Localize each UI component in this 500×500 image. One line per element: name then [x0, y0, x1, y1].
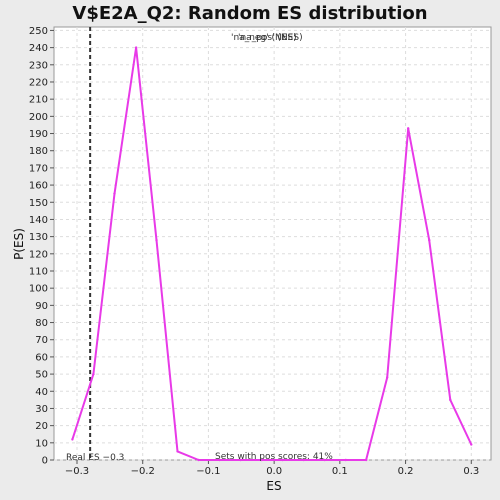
- y-tick-label: 10: [35, 438, 48, 449]
- data-point: [239, 458, 242, 462]
- y-tick-label: 150: [29, 198, 48, 209]
- data-point: [470, 443, 473, 446]
- data-point: [113, 192, 116, 195]
- y-tick-label: 240: [29, 43, 48, 54]
- y-tick-label: 140: [29, 215, 48, 226]
- data-point: [260, 458, 263, 462]
- data-point: [302, 458, 305, 462]
- y-tick-label: 120: [29, 249, 48, 260]
- y-tick-label: 250: [29, 26, 48, 37]
- x-tick-label: −0.2: [131, 466, 155, 477]
- data-point: [281, 458, 284, 462]
- y-tick-label: 160: [29, 181, 48, 192]
- plot-background: [53, 26, 492, 461]
- y-tick-label: 20: [35, 421, 48, 432]
- data-point: [449, 398, 452, 402]
- x-tick-label: −0.3: [65, 466, 89, 477]
- y-tick-label: 100: [29, 284, 48, 295]
- y-tick-label: 90: [35, 301, 48, 312]
- data-point: [323, 458, 326, 462]
- x-tick-label: −0.1: [196, 466, 220, 477]
- pos-scores-annotation: Sets with pos scores: 41%: [215, 452, 333, 462]
- series-group: [71, 46, 473, 462]
- data-point: [344, 458, 347, 462]
- y-tick-label: 180: [29, 146, 48, 157]
- series-line: [71, 46, 473, 461]
- y-tick-label: 220: [29, 77, 48, 88]
- data-point: [197, 458, 200, 462]
- data-point: [218, 458, 221, 462]
- data-point: [176, 450, 179, 453]
- data-point: [385, 376, 389, 379]
- y-tick-label: 80: [35, 318, 48, 329]
- y-tick-label: 70: [35, 335, 48, 346]
- y-tick-label: 200: [29, 112, 48, 123]
- y-tick-label: 60: [35, 352, 48, 363]
- y-tick-label: 170: [29, 163, 48, 174]
- y-tick-label: 30: [35, 404, 48, 415]
- y-tick-label: 190: [29, 129, 48, 140]
- chart-title: V$E2A_Q2: Random ES distribution: [72, 3, 427, 24]
- data-point: [134, 46, 138, 49]
- real-es-label: Real ES −0.3: [66, 453, 124, 463]
- data-point: [92, 372, 95, 376]
- y-axis-label: P(ES): [12, 228, 26, 260]
- data-point: [155, 238, 158, 242]
- legend-entry-neg: 'na_neg' (NES): [231, 33, 297, 43]
- x-tick-label: 0.3: [463, 466, 479, 477]
- y-tick-label: 0: [42, 456, 48, 467]
- x-axis-label: ES: [266, 479, 281, 493]
- data-point: [407, 127, 410, 130]
- y-tick-label: 110: [29, 266, 48, 277]
- y-axis-ticks: 0 10 20 30 40 50 60 70 80 90 100 110 120 130 140 150 160…: [29, 26, 54, 467]
- y-tick-label: 40: [35, 387, 48, 398]
- data-point: [428, 238, 431, 242]
- y-tick-label: 210: [29, 95, 48, 106]
- x-axis-ticks: −0.3 −0.2 −0.1 0.0 0.1 0.2 0.3: [65, 460, 479, 477]
- x-tick-label: 0.2: [398, 466, 414, 477]
- y-tick-label: 50: [35, 370, 48, 381]
- data-point: [364, 458, 368, 462]
- y-tick-label: 130: [29, 232, 48, 243]
- legend-entry-pos: 'na_pos' (NES): [238, 33, 303, 43]
- y-tick-label: 230: [29, 60, 48, 71]
- x-tick-label: 0.0: [266, 466, 282, 477]
- data-point: [71, 438, 74, 441]
- x-tick-label: 0.1: [332, 466, 348, 477]
